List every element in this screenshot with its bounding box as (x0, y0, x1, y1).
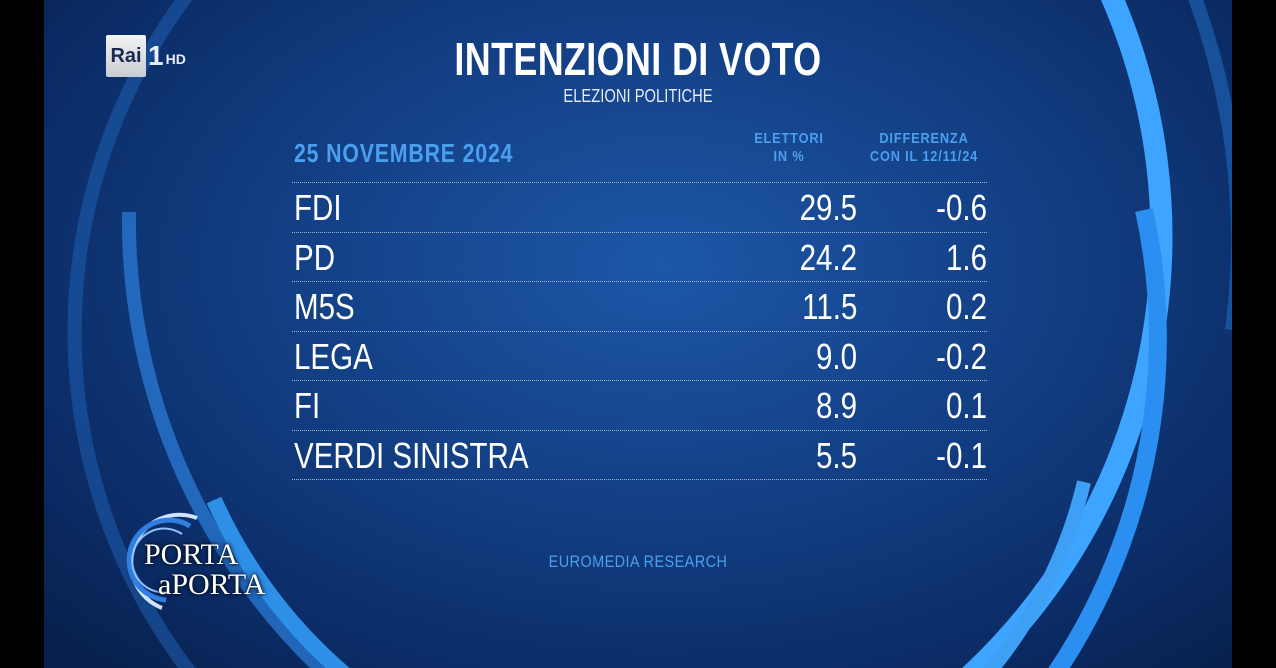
table-row: VERDI SINISTRA 5.5 -0.1 (292, 429, 987, 480)
arc-right-inner (983, 480, 1091, 668)
party-name: M5S (294, 286, 355, 327)
vote-difference: 1.6 (945, 236, 987, 278)
vote-difference: -0.6 (936, 187, 987, 228)
table-row: M5S 11.5 0.2 (292, 281, 987, 331)
data-source: EUROMEDIA RESEARCH (548, 552, 728, 571)
arc-right-mid (1048, 208, 1167, 668)
broadcast-screen: Rai 1 HD INTENZIONI DI VOTO ELEZIONI POL… (44, 0, 1232, 668)
rai-brand: Rai (106, 35, 146, 77)
show-logo-line1: PORTA (144, 538, 239, 571)
decorative-arcs (67, 0, 1232, 668)
vote-difference: 0.2 (945, 286, 987, 327)
column-header-difference-line1: DIFFERENZA (879, 130, 969, 147)
table-row: LEGA 9.0 -0.2 (292, 330, 987, 381)
page-title: INTENZIONI DI VOTO (454, 33, 822, 85)
arc-left-inner (121, 211, 331, 668)
party-name: VERDI SINISTRA (294, 434, 529, 476)
party-name: FDI (294, 187, 342, 228)
table-row: FI 8.9 0.1 (292, 380, 987, 430)
page-subtitle: ELEZIONI POLITICHE (563, 86, 713, 106)
poll-table: FDI 29.5 -0.6 PD 24.2 1.6 M5S 11.5 0.2 L… (292, 182, 987, 480)
vote-difference: 0.1 (945, 385, 987, 426)
vote-percentage: 8.9 (815, 385, 857, 426)
vote-percentage: 9.0 (815, 335, 857, 377)
column-header-voters-line1: ELETTORI (754, 130, 824, 147)
column-header-difference-line2: CON IL 12/11/24 (869, 148, 979, 165)
rai-logo: Rai 1 HD (106, 34, 186, 78)
vote-percentage: 29.5 (799, 187, 857, 228)
party-name: FI (294, 385, 321, 426)
porta-a-porta-logo: PORTA aPORTA (102, 508, 272, 618)
table-row: PD 24.2 1.6 (292, 231, 987, 282)
vote-percentage: 11.5 (801, 286, 857, 327)
poll-date: 25 NOVEMBRE 2024 (294, 138, 514, 168)
party-name: PD (294, 236, 336, 278)
vote-difference: -0.2 (936, 335, 987, 377)
arc-right-far (1188, 0, 1232, 330)
party-name: LEGA (294, 335, 373, 377)
porta-a-porta-ring-icon (126, 512, 198, 610)
column-header-difference: DIFFERENZA CON IL 12/11/24 (856, 130, 992, 166)
vote-percentage: 5.5 (815, 434, 857, 476)
column-header-voters: ELETTORI IN % (742, 130, 836, 166)
arc-left-bright (206, 496, 350, 668)
show-logo-line2: aPORTA (158, 568, 266, 601)
vote-percentage: 24.2 (799, 236, 857, 278)
column-header-voters-line2: IN % (773, 148, 805, 165)
rai-channel-number: 1 (148, 40, 164, 71)
rai-hd-badge: HD (165, 51, 186, 67)
vote-difference: -0.1 (936, 434, 987, 476)
table-row: FDI 29.5 -0.6 (292, 182, 987, 232)
